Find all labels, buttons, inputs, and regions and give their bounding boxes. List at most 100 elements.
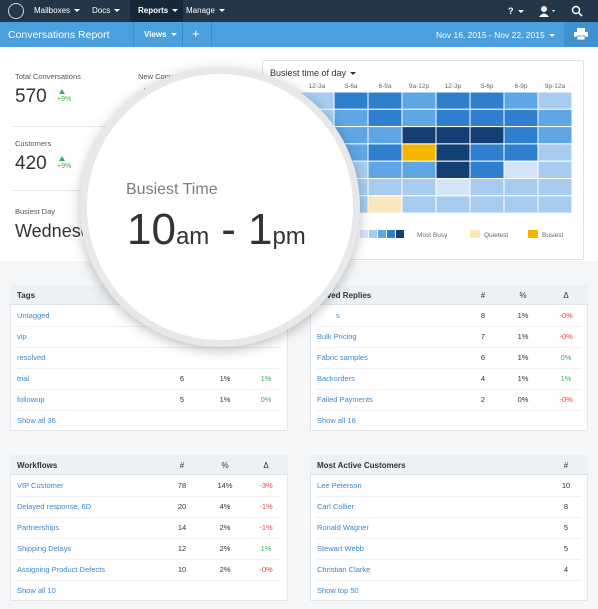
- heat-cell: [503, 108, 539, 128]
- table-header-bg: [10, 455, 288, 475]
- legend-swatch: [360, 230, 368, 238]
- column-label: 9a-12p: [409, 83, 430, 90]
- row-divider: [317, 580, 581, 581]
- row-divider: [17, 559, 281, 560]
- logo[interactable]: [8, 3, 24, 19]
- row-value: 1%: [219, 374, 231, 383]
- row-link[interactable]: trial: [17, 374, 30, 383]
- help-menu[interactable]: ?: [508, 6, 524, 16]
- heat-cell: [367, 108, 403, 128]
- column-label: 12-3a: [309, 83, 326, 90]
- show-all-link[interactable]: Show all 36: [17, 416, 56, 425]
- heat-cell: [503, 91, 539, 110]
- date-range[interactable]: Nov 16, 2015 - Nov 22, 2015: [436, 30, 555, 40]
- row-value: 14: [177, 523, 187, 532]
- legend-swatch: [470, 230, 480, 238]
- row-value: 0%: [260, 395, 272, 404]
- row-link[interactable]: VIP Customer: [17, 481, 64, 490]
- row-link[interactable]: Backorders: [317, 374, 355, 383]
- column-label: 3-6a: [344, 83, 357, 90]
- row-link[interactable]: Partnerships: [17, 523, 60, 532]
- table-header: #: [563, 461, 569, 470]
- heat-cell: [537, 178, 573, 197]
- stat-label: Busiest Day: [15, 207, 56, 216]
- row-value: 7: [480, 332, 486, 341]
- row-value: 0%: [560, 353, 572, 362]
- table-header-bg: [310, 455, 588, 475]
- views-divider: [133, 22, 183, 47]
- row-value: 6: [179, 374, 185, 383]
- row-value: 1%: [219, 395, 231, 404]
- row-divider: [17, 517, 281, 518]
- row-divider: [317, 347, 581, 348]
- heat-cell: [401, 178, 437, 197]
- heat-cell: [469, 178, 505, 197]
- heatmap-title[interactable]: Busiest time of day: [270, 68, 356, 78]
- row-value: 1%: [517, 332, 529, 341]
- heat-cell: [469, 91, 505, 110]
- row-link[interactable]: Untagged: [17, 311, 50, 320]
- show-all-link[interactable]: Show all 16: [317, 416, 356, 425]
- heat-cell: [469, 195, 505, 214]
- heat-cell: [537, 160, 573, 179]
- heat-cell: [367, 91, 403, 110]
- row-link[interactable]: Lee Peterson: [317, 481, 362, 490]
- nav-item[interactable]: Docs: [92, 6, 120, 15]
- legend-swatch: [528, 230, 538, 238]
- row-value: -0%: [559, 332, 573, 341]
- row-divider: [17, 410, 281, 411]
- row-value: 20: [177, 502, 187, 511]
- heat-cell: [537, 108, 573, 128]
- row-link[interactable]: vip: [17, 332, 27, 341]
- stat-label: Total Conversations: [15, 72, 81, 81]
- views-menu[interactable]: Views: [144, 30, 177, 39]
- row-link[interactable]: Fabric samples: [317, 353, 368, 362]
- add-button[interactable]: +: [192, 26, 200, 41]
- heat-cell: [435, 160, 471, 179]
- row-link[interactable]: Delayed response, 6D: [17, 502, 92, 511]
- row-link[interactable]: Failed Payments: [317, 395, 373, 404]
- row-value: 10: [177, 565, 187, 574]
- row-link[interactable]: followup: [17, 395, 45, 404]
- row-value: 1%: [517, 353, 529, 362]
- heat-cell: [435, 143, 471, 162]
- legend-swatch: [369, 230, 377, 238]
- heat-cell: [537, 195, 573, 214]
- row-value: 4: [480, 374, 486, 383]
- table-header: Saved Replies: [317, 291, 372, 300]
- heat-cell: [503, 195, 539, 214]
- heat-cell: [333, 91, 369, 110]
- table-header-bg: [310, 285, 588, 305]
- nav-item[interactable]: Manage: [186, 6, 225, 15]
- divider: [211, 22, 212, 47]
- row-link[interactable]: Bulk Pricing: [317, 332, 357, 341]
- user-menu[interactable]: [538, 5, 556, 17]
- heat-cell: [401, 126, 437, 145]
- row-link[interactable]: Carl Collier: [317, 502, 355, 511]
- row-link[interactable]: resolved: [17, 353, 46, 362]
- show-all-link[interactable]: Show all 10: [17, 586, 56, 595]
- show-all-link[interactable]: Show top 50: [317, 586, 359, 595]
- row-divider: [317, 326, 581, 327]
- row-value: 2%: [219, 565, 231, 574]
- nav-item[interactable]: Reports: [138, 6, 178, 15]
- row-value: 1%: [517, 374, 529, 383]
- row-link[interactable]: Shipping Delays: [17, 544, 72, 553]
- row-link[interactable]: s: [336, 311, 340, 320]
- magnifier-label: Busiest Time: [126, 181, 218, 198]
- row-link[interactable]: Assigning Product Defects: [17, 565, 105, 574]
- row-link[interactable]: Stewart Webb: [317, 544, 364, 553]
- row-value: 0%: [517, 395, 529, 404]
- magnifier: [80, 67, 360, 347]
- row-link[interactable]: Ronald Wagner: [317, 523, 369, 532]
- print-icon[interactable]: [574, 28, 588, 40]
- nav-item[interactable]: Mailboxes: [34, 6, 80, 15]
- row-divider: [317, 517, 581, 518]
- legend-label: Busiest: [542, 232, 564, 239]
- table-header: %: [519, 291, 527, 300]
- row-value: 4: [563, 565, 569, 574]
- stat-change: +9%: [57, 156, 72, 170]
- row-link[interactable]: Christian Clarke: [317, 565, 371, 574]
- search-icon[interactable]: [571, 5, 583, 17]
